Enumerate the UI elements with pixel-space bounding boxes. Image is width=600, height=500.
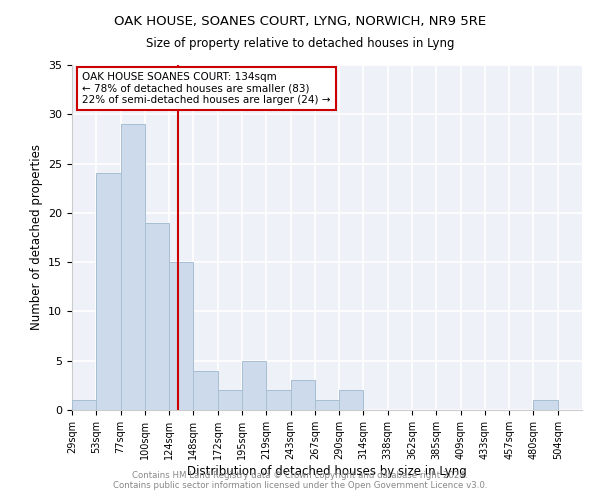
Bar	[218, 390, 242, 410]
Bar	[96, 174, 121, 410]
Bar	[266, 390, 290, 410]
Text: Contains HM Land Registry data © Crown copyright and database right 2024.
Contai: Contains HM Land Registry data © Crown c…	[113, 470, 487, 490]
Bar	[145, 222, 169, 410]
Bar	[315, 400, 339, 410]
Text: OAK HOUSE SOANES COURT: 134sqm
← 78% of detached houses are smaller (83)
22% of : OAK HOUSE SOANES COURT: 134sqm ← 78% of …	[82, 72, 331, 105]
Text: OAK HOUSE, SOANES COURT, LYNG, NORWICH, NR9 5RE: OAK HOUSE, SOANES COURT, LYNG, NORWICH, …	[114, 15, 486, 28]
X-axis label: Distribution of detached houses by size in Lyng: Distribution of detached houses by size …	[187, 464, 467, 477]
Bar	[193, 370, 218, 410]
Bar	[169, 262, 193, 410]
Text: Size of property relative to detached houses in Lyng: Size of property relative to detached ho…	[146, 38, 454, 51]
Bar	[242, 360, 266, 410]
Bar	[290, 380, 315, 410]
Y-axis label: Number of detached properties: Number of detached properties	[29, 144, 43, 330]
Bar	[533, 400, 558, 410]
Bar	[121, 124, 145, 410]
Bar	[72, 400, 96, 410]
Bar	[339, 390, 364, 410]
